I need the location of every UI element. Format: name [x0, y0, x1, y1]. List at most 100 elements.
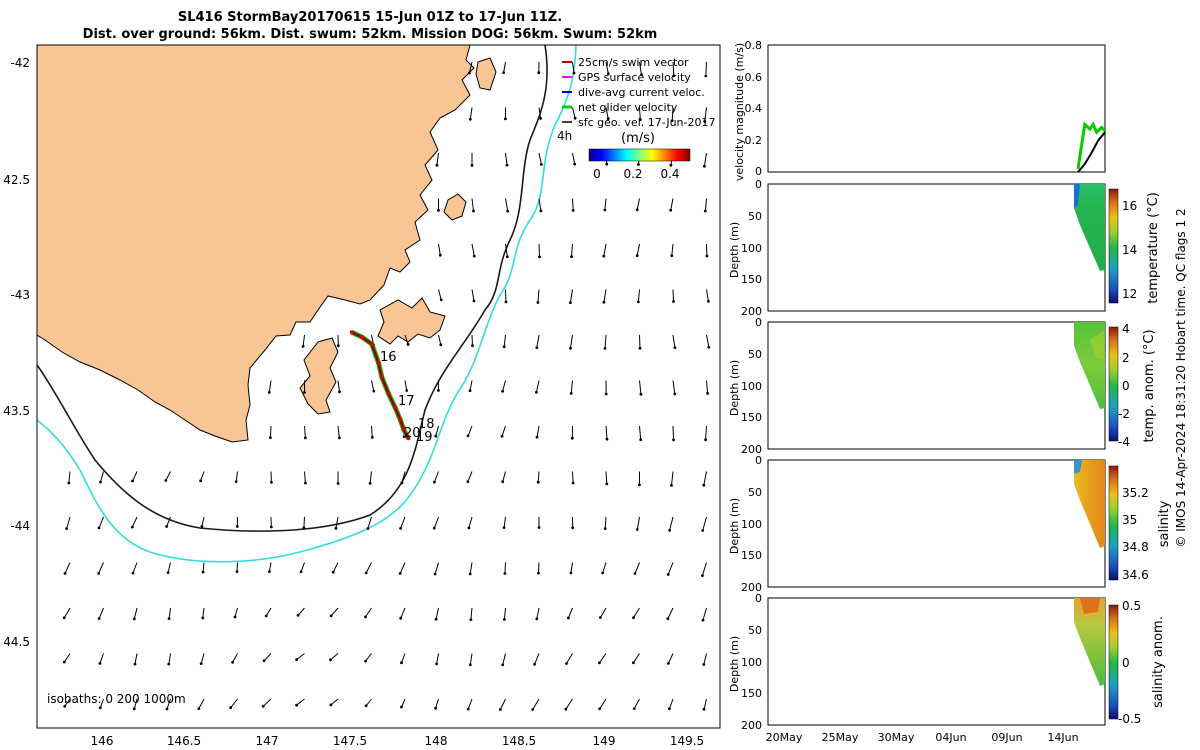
velocity-vector	[99, 698, 104, 708]
velocity-vector	[337, 380, 340, 392]
sal-ytick-50: 50	[748, 486, 762, 499]
temperature-axes	[767, 183, 1106, 312]
velocity-vector-head	[702, 707, 706, 711]
map-xtick-7: 149.5	[670, 734, 704, 748]
velocity-vector-head	[229, 706, 233, 710]
velocity-vector-head	[531, 708, 535, 711]
velocity-vector-head	[398, 572, 402, 575]
temp-cbar-label: temperature (°C)	[1146, 192, 1161, 304]
velocity-vector-head	[197, 707, 201, 710]
temperature-colorbar	[1108, 188, 1119, 304]
velocity-vector-head	[504, 300, 508, 304]
velocity-vector	[639, 61, 642, 75]
velocity-vector-head	[501, 663, 505, 667]
velocity-vector	[572, 107, 576, 119]
velocity-vector-head	[673, 392, 677, 396]
velocity-vector	[705, 425, 707, 440]
velocity-vector-head	[598, 661, 601, 665]
velocity-vector-head	[331, 570, 335, 574]
legend-swim-vector: 25cm/s swim vector	[578, 56, 689, 69]
velocity-vector-head	[466, 707, 470, 711]
velocity-vector	[538, 198, 542, 211]
sal-ytick-100: 100	[741, 518, 762, 531]
velocity-vector	[705, 61, 707, 77]
map-legend: 25cm/s swim vector GPS surface velocity …	[557, 56, 715, 181]
sanom-ytick-200: 200	[741, 719, 762, 732]
velocity-vector-head	[668, 707, 671, 711]
velocity-vector	[703, 152, 707, 167]
velocity-vector-head	[503, 572, 507, 575]
salinity-anomaly-axes	[767, 597, 1106, 726]
colorbar-title: (m/s)	[621, 131, 655, 146]
velocity-vector	[63, 653, 71, 663]
velocity-vector	[438, 334, 442, 345]
velocity-vector	[667, 607, 674, 619]
velocity-vector	[537, 471, 540, 483]
sanom-ylabel: Depth (m)	[728, 636, 741, 692]
velocity-vector	[132, 471, 138, 482]
velocity-vector-head	[132, 617, 136, 621]
velocity-vector	[469, 380, 473, 391]
velocity-vector	[134, 653, 138, 665]
velocity-vector-head	[364, 659, 367, 663]
temp-ytick-100: 100	[741, 242, 762, 255]
tanom-cbar-0: 0	[1122, 379, 1130, 393]
temperature-panel: 0 50 100 150 200 Depth (m) 16 14 12 temp…	[728, 178, 1161, 318]
velocity-vector-head	[235, 570, 239, 573]
glider-track	[349, 330, 411, 441]
velocity-ylabel: velocity magnitude (m/s)	[733, 43, 746, 181]
velocity-vector	[401, 698, 406, 708]
velocity-vector-head	[670, 119, 674, 122]
speed-colorbar	[588, 148, 691, 162]
velocity-vector	[133, 607, 138, 620]
velocity-vector-head	[432, 526, 436, 530]
velocity-vector-head	[201, 570, 205, 574]
velocity-vector-head	[638, 483, 641, 487]
velocity-vector-head	[270, 480, 273, 484]
velocity-vector	[436, 653, 439, 665]
temp-ytick-50: 50	[748, 210, 762, 223]
land-tasman-peninsula	[377, 297, 446, 345]
velocity-vector-head	[704, 74, 708, 78]
velocity-vector	[599, 698, 607, 710]
velocity-vector-head	[434, 617, 438, 621]
velocity-vector-head	[336, 344, 340, 348]
velocity-vector-head	[632, 616, 635, 620]
time-tick-25may: 25May	[822, 731, 859, 744]
velocity-vector	[535, 380, 540, 393]
track-point	[369, 342, 374, 347]
vel-ytick-0.8: 0.8	[745, 39, 763, 52]
velocity-vector	[634, 562, 640, 574]
velocity-vector-head	[199, 662, 203, 665]
velocity-vector-head	[499, 708, 502, 711]
velocity-vector	[701, 562, 707, 576]
velocity-vector-head	[468, 117, 472, 121]
velocity-vector	[706, 380, 709, 394]
velocity-vector	[269, 425, 272, 438]
velocity-vector-head	[235, 525, 239, 528]
sanom-ytick-100: 100	[741, 656, 762, 669]
velocity-vector	[503, 61, 506, 73]
velocity-vector	[703, 698, 707, 710]
velocity-vector	[672, 425, 674, 440]
map-y-axis: -42 42.5 -43 43.5 -44 44.5	[3, 56, 30, 649]
velocity-vector-head	[301, 345, 305, 348]
velocity-vector	[570, 562, 573, 573]
velocity-vector	[201, 516, 205, 527]
velocity-vector	[64, 698, 71, 707]
velocity-vector	[100, 471, 104, 483]
velocity-vector	[471, 334, 473, 346]
velocity-vector-head	[637, 163, 640, 166]
velocity-vector-head	[133, 662, 137, 666]
velocity-vector-head	[299, 570, 303, 574]
velocity-vector	[633, 698, 640, 709]
sal-ytick-0: 0	[755, 454, 762, 467]
tanom-ytick-50: 50	[748, 348, 762, 361]
velocity-vector-head	[673, 346, 677, 349]
temperature-surface-patch	[1074, 184, 1080, 208]
velocity-vector-head	[501, 389, 504, 393]
track-point	[379, 375, 384, 380]
legend-sfc-geo-vel: sfc geo. vel. 17-Jun-2017	[578, 116, 715, 129]
velocity-vector-head	[199, 479, 203, 483]
